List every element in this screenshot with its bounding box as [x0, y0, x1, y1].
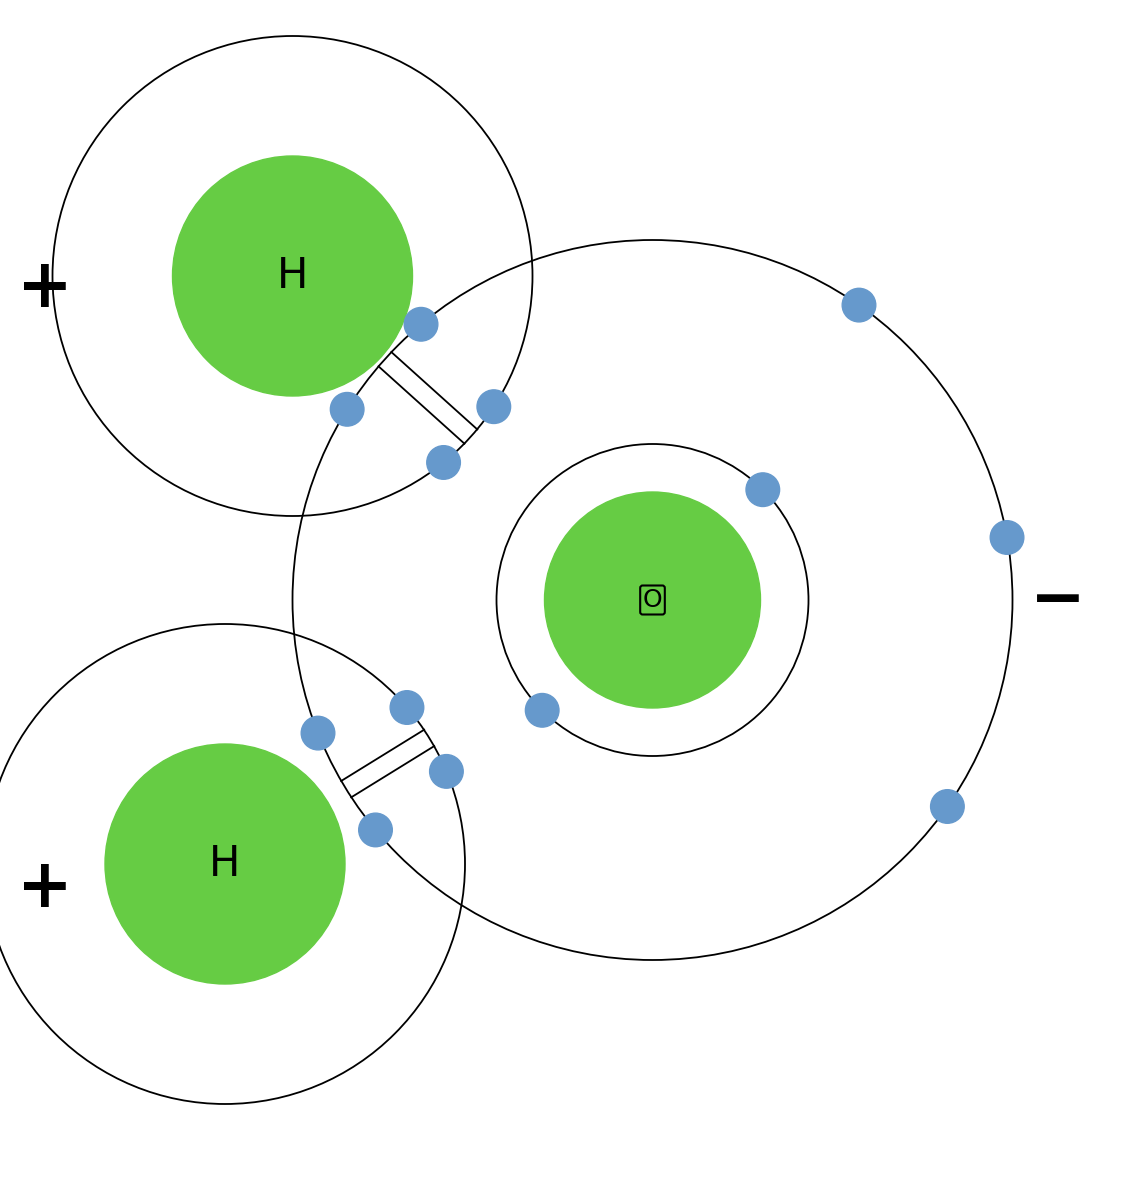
Circle shape	[525, 694, 559, 727]
Circle shape	[426, 445, 460, 479]
Circle shape	[990, 521, 1024, 554]
Text: +: +	[17, 854, 73, 922]
Circle shape	[172, 156, 413, 396]
Circle shape	[105, 744, 345, 984]
Text: H: H	[277, 254, 308, 296]
Circle shape	[302, 716, 335, 750]
Circle shape	[331, 392, 364, 426]
Circle shape	[390, 691, 424, 725]
Circle shape	[404, 307, 438, 341]
Circle shape	[746, 473, 780, 506]
Circle shape	[477, 390, 511, 424]
Circle shape	[544, 492, 760, 708]
Circle shape	[430, 755, 463, 788]
Text: +: +	[17, 254, 73, 320]
Circle shape	[843, 288, 875, 322]
Circle shape	[930, 790, 964, 823]
Circle shape	[359, 814, 393, 847]
Text: −: −	[1029, 566, 1086, 634]
Text: O: O	[642, 588, 663, 612]
Text: H: H	[209, 842, 241, 884]
